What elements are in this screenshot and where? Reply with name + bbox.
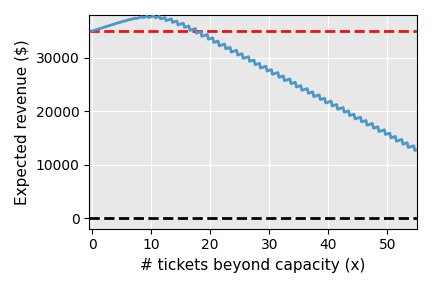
X-axis label: # tickets beyond capacity (x): # tickets beyond capacity (x): [140, 258, 366, 273]
Y-axis label: Expected revenue ($): Expected revenue ($): [15, 39, 30, 205]
